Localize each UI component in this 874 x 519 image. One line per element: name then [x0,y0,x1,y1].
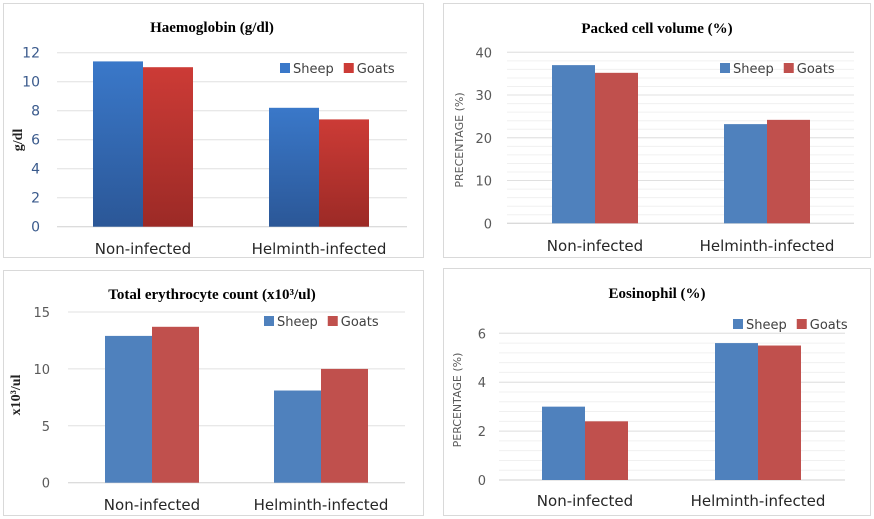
legend-label-sheep: Sheep [277,315,318,330]
legend-label-goats: Goats [357,62,395,77]
y-axis-label: PERCENTAGE (%) [451,353,464,448]
chart-panel-1: 0 2 4 6 8 10 12 Non-infected Helminth-infected Ha… [3,3,424,258]
bar-sheep-1 [715,343,758,480]
y-tick-label: 30 [475,89,492,104]
y-tick-label: 5 [42,420,50,435]
x-category-label: Non-infected [95,240,191,258]
y-tick-label: 6 [478,327,486,342]
legend-label-sheep: Sheep [746,318,787,333]
x-category-label: Non-infected [547,237,643,255]
y-tick-label: 12 [22,46,40,62]
chart-panel-2: 0 10 20 30 40 Non-infected Helminth-infected Pa… [443,3,871,258]
legend-label-goats: Goats [341,315,379,330]
y-tick-label: 40 [475,46,492,61]
legend-swatch-sheep [280,63,290,73]
legend-label-sheep: Sheep [733,62,774,77]
legend-label-goats: Goats [797,62,835,77]
legend-swatch-sheep [264,316,274,326]
x-category-label: Non-infected [537,492,633,510]
y-tick-label: 4 [31,162,40,178]
y-tick-label: 10 [22,75,40,91]
chart-panel-3: 0 5 10 15 Non-infected Helminth-infected Total… [3,270,424,516]
y-axis-label: g/dl [11,129,26,152]
x-category-label: Helminth-infected [252,240,387,258]
y-tick-label: 0 [478,474,486,489]
legend-label-sheep: Sheep [293,62,334,77]
y-tick-label: 20 [475,132,492,147]
legend-swatch-goats [796,319,807,329]
bar-goats-1 [319,119,369,227]
chart-title: Packed cell volume (%) [581,21,732,37]
y-tick-label: 15 [33,306,50,321]
bar-goats-0 [152,326,199,483]
bar-goats-1 [321,368,368,483]
bar-goats-0 [585,421,628,480]
legend-swatch-sheep [720,63,730,73]
x-category-label: Helminth-infected [700,237,835,255]
bar-goats-1 [767,119,810,224]
chart-title: Eosinophil (%) [608,286,705,302]
chart-panel-4: 0 2 4 6 Non-infected Helminth-infected Eosinop… [443,268,871,516]
bar-sheep-0 [542,406,585,480]
bar-sheep-0 [93,61,143,227]
bar-goats-1 [758,345,801,480]
bar-sheep-1 [724,124,767,224]
y-tick-label: 0 [484,217,492,232]
legend-swatch-goats [327,316,338,326]
legend-swatch-goats [343,63,354,73]
y-axis-label: PRECENTAGE (%) [453,92,466,187]
x-category-label: Helminth-infected [691,492,826,510]
y-tick-label: 0 [42,477,50,492]
bar-sheep-0 [552,65,595,224]
x-category-label: Helminth-infected [254,496,389,514]
bar-goats-0 [143,67,193,227]
legend-label-goats: Goats [810,318,848,333]
chart-title: Haemoglobin (g/dl) [150,20,274,36]
bar-sheep-1 [269,107,319,227]
y-tick-label: 6 [31,133,40,149]
y-tick-label: 0 [31,220,40,236]
legend-swatch-goats [783,63,794,73]
y-tick-label: 2 [478,425,486,440]
bar-goats-0 [595,72,638,224]
y-axis-label: x10³/ul [9,375,24,416]
y-tick-label: 10 [475,175,492,190]
y-tick-label: 2 [31,191,40,207]
y-tick-label: 4 [478,376,486,391]
bar-sheep-0 [105,335,152,483]
x-category-label: Non-infected [104,496,200,514]
bar-sheep-1 [274,390,321,483]
y-tick-label: 10 [33,363,50,378]
y-tick-label: 8 [31,104,40,120]
chart-title: Total erythrocyte count (x10³/ul) [108,287,315,303]
legend-swatch-sheep [733,319,743,329]
